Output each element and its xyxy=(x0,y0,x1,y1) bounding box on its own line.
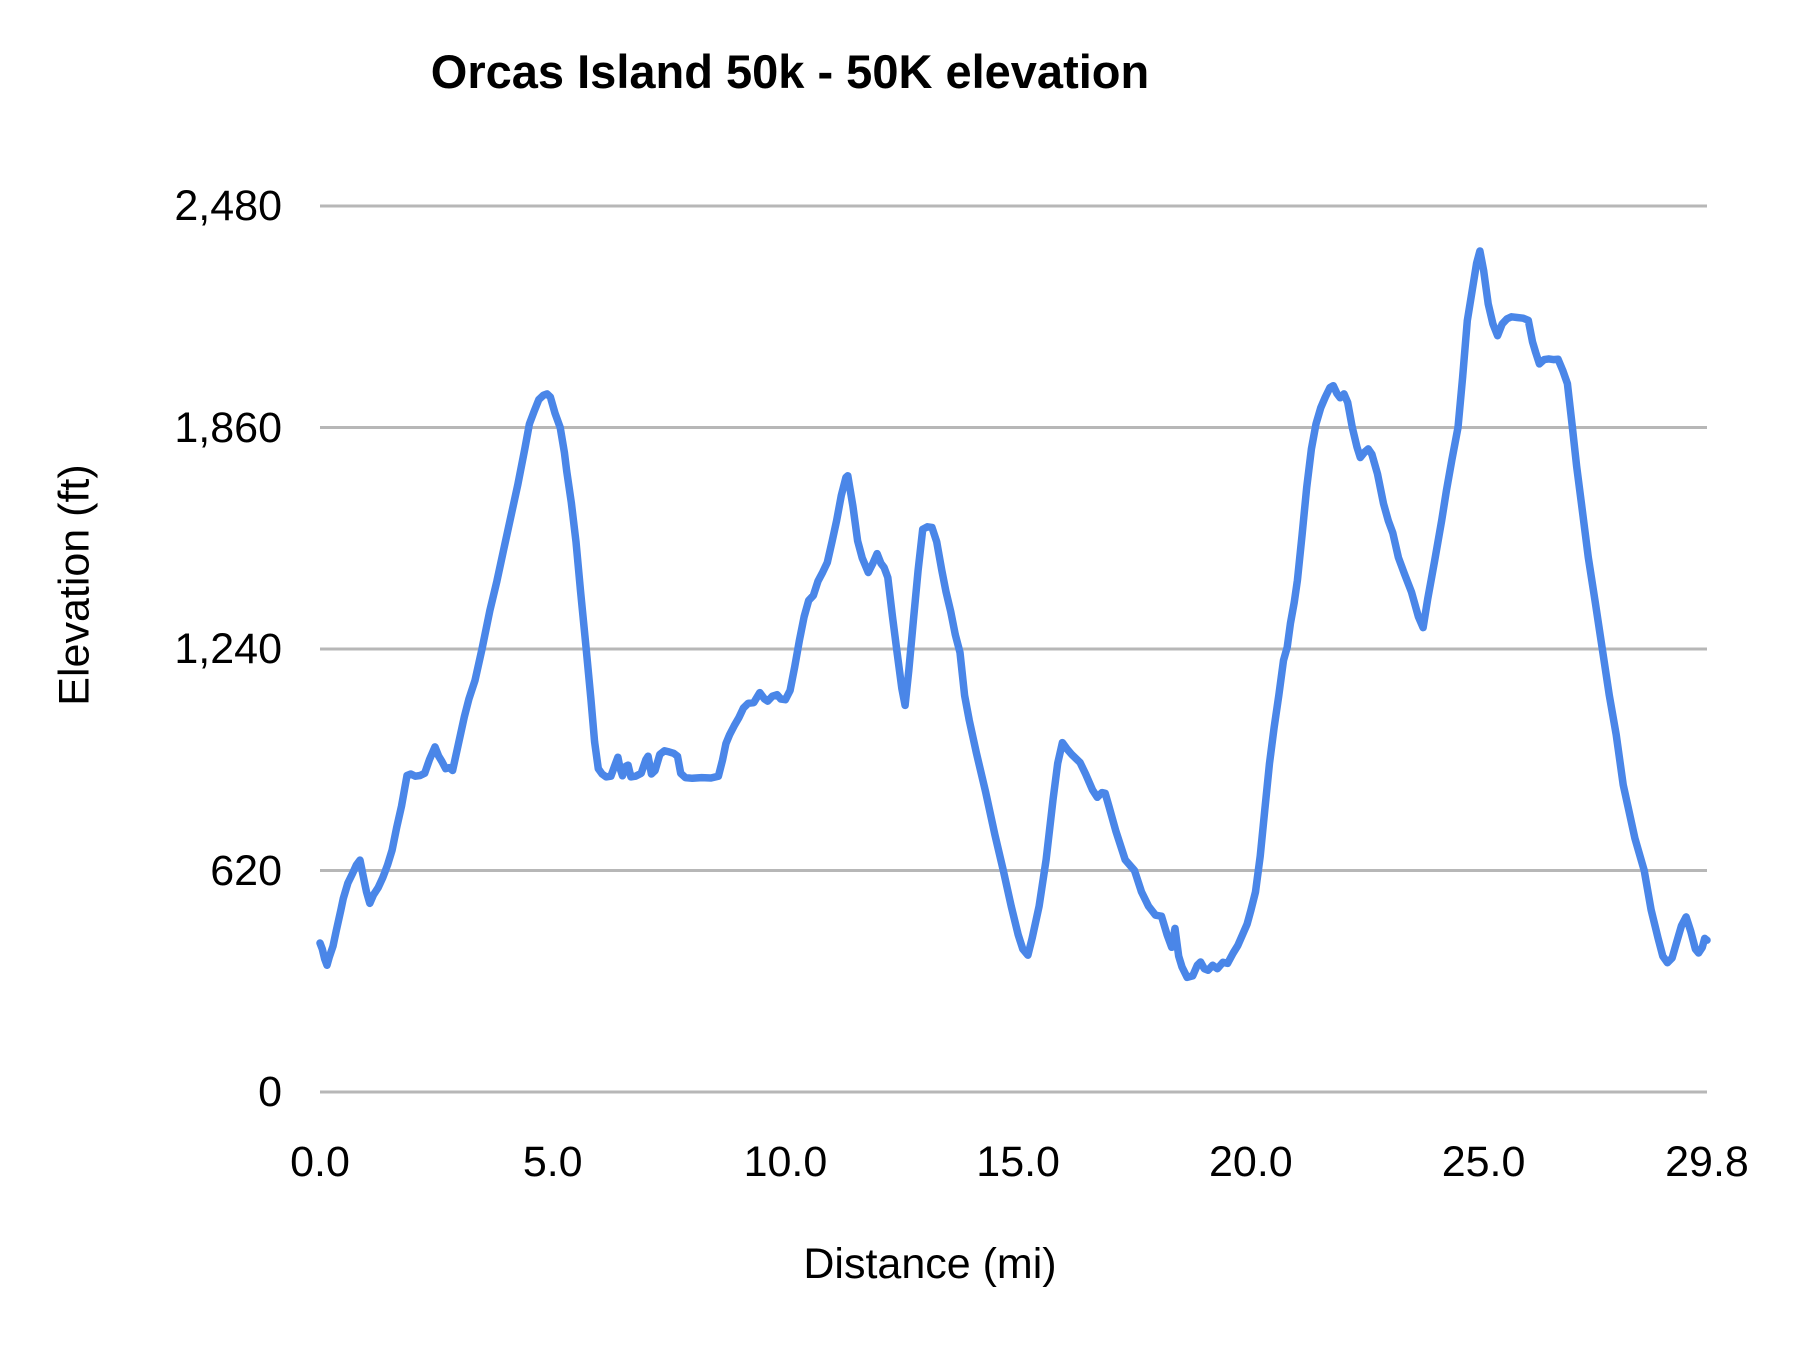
chart-title: Orcas Island 50k - 50K elevation xyxy=(430,45,1150,98)
y-tick-label: 620 xyxy=(210,846,282,895)
elevation-line xyxy=(316,247,1711,982)
x-tick-label: 10.0 xyxy=(743,1138,828,1186)
y-tick-label: 0 xyxy=(258,1068,282,1116)
x-axis-title: Distance (mi) xyxy=(803,1240,1057,1288)
x-tick-label: 15.0 xyxy=(976,1138,1060,1186)
x-tick-label: 5.0 xyxy=(522,1138,583,1186)
x-tick-label: 0.0 xyxy=(290,1138,350,1186)
y-tick-label: 2,480 xyxy=(174,182,282,230)
x-tick-label: 25.0 xyxy=(1441,1138,1526,1186)
y-tick-label: 1,240 xyxy=(174,625,282,673)
y-tick-label: 1,860 xyxy=(174,403,282,452)
x-tick-label: 20.0 xyxy=(1209,1138,1293,1186)
x-tick-label: 29.8 xyxy=(1665,1138,1749,1186)
gridlines xyxy=(320,204,1707,1094)
